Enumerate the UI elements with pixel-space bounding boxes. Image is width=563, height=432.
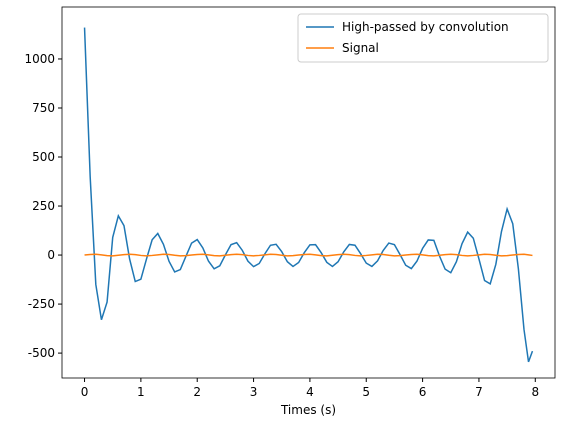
legend-label: High-passed by convolution	[342, 20, 509, 34]
data-line	[83, 27, 534, 363]
x-tick-label: 3	[250, 385, 258, 399]
y-tick-label: -500	[28, 346, 55, 360]
x-tick-label: 4	[306, 385, 314, 399]
x-tick-label: 8	[531, 385, 539, 399]
y-tick-label: 0	[47, 248, 55, 262]
x-tick-label: 2	[193, 385, 201, 399]
legend-label: Signal	[342, 41, 379, 55]
y-tick-label: 1000	[24, 52, 55, 66]
plot-frame	[61, 6, 556, 379]
legend-box	[297, 13, 549, 63]
y-tick-label: 750	[32, 101, 55, 115]
y-tick-label: 500	[32, 150, 55, 164]
y-tick-label: -250	[28, 297, 55, 311]
x-tick-label: 7	[475, 385, 483, 399]
x-tick-label: 5	[362, 385, 370, 399]
x-tick-label: 6	[419, 385, 427, 399]
x-tick-label: 1	[137, 385, 145, 399]
y-tick-label: 250	[32, 199, 55, 213]
x-axis-label: Times (s)	[280, 403, 336, 417]
x-tick-label: 0	[81, 385, 89, 399]
data-line	[84, 253, 533, 257]
